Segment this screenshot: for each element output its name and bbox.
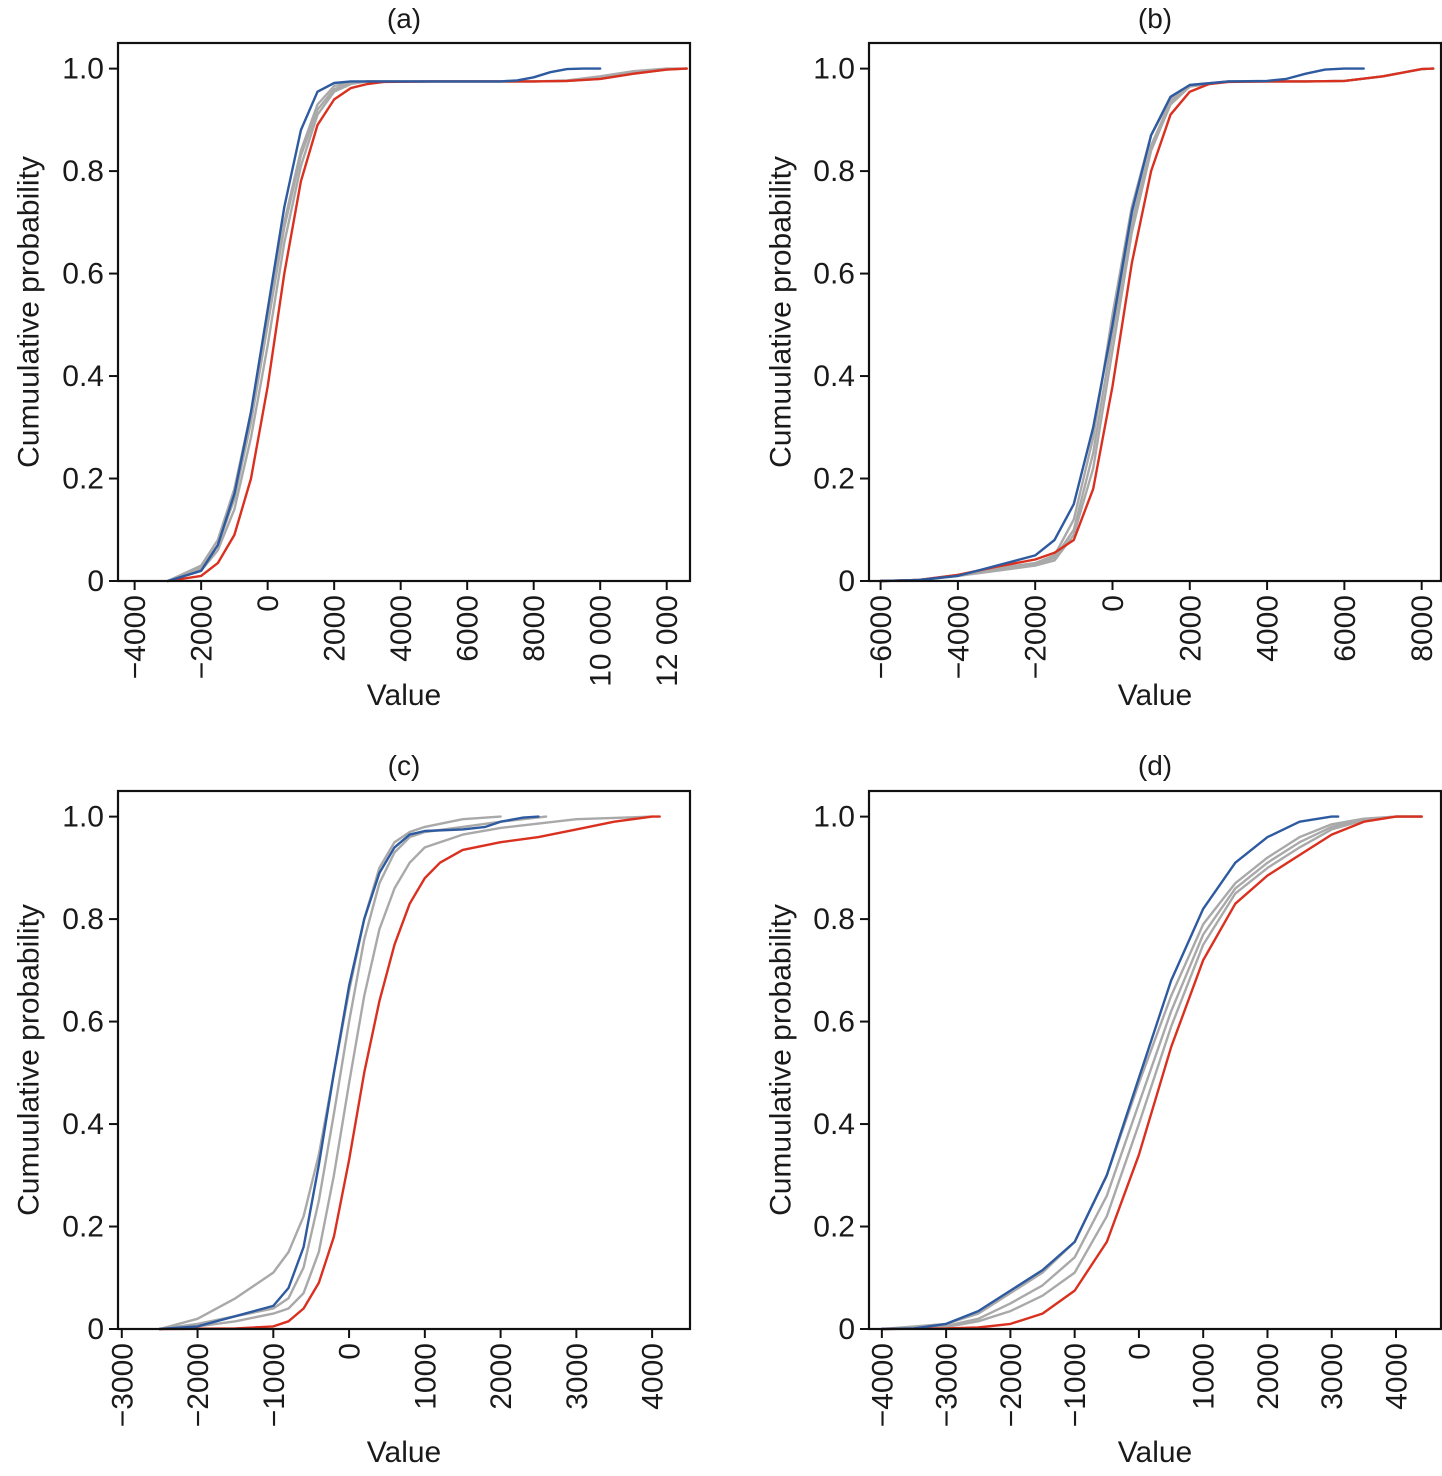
- y-axis-label: Cumuulative probability: [765, 904, 798, 1216]
- y-tick-label: 0: [87, 565, 104, 598]
- x-tick-label: 4000: [1381, 1343, 1414, 1410]
- series-line-gray-3: [879, 67, 1435, 583]
- series-line-gray-2: [166, 67, 688, 583]
- series-line-blue: [880, 815, 1340, 1331]
- x-tick-label: 2000: [1252, 1343, 1285, 1410]
- series-line-gray-2: [880, 815, 1423, 1331]
- x-tick-label: −1000: [1059, 1343, 1092, 1427]
- series-line-gray-1: [879, 67, 1435, 583]
- x-tick-label: 0: [252, 595, 285, 612]
- x-tick-label: 4000: [637, 1343, 670, 1410]
- y-tick-label: 0.6: [813, 1006, 855, 1039]
- x-tick-label: 4000: [1252, 595, 1285, 662]
- x-tick-label: −2000: [186, 595, 219, 679]
- y-tick-label: 0: [838, 1313, 855, 1346]
- y-tick-label: 0.8: [813, 903, 855, 936]
- series-line-gray-2: [158, 815, 548, 1331]
- panel-title: (d): [1138, 750, 1172, 781]
- y-tick-label: 0.8: [62, 903, 104, 936]
- x-tick-label: −2000: [182, 1343, 215, 1427]
- y-tick-label: 0.2: [813, 1211, 855, 1244]
- y-tick-label: 0.8: [813, 155, 855, 188]
- y-axis-label: Cumuulative probability: [13, 904, 46, 1216]
- series-line-gray-3: [158, 815, 654, 1331]
- x-tick-label: 2000: [485, 1343, 518, 1410]
- x-tick-label: 8000: [1406, 595, 1439, 662]
- y-axis-label: Cumuulative probability: [765, 156, 798, 468]
- panel-d: (d) 0 0.2 0.4 0.6 0.8 1.0 −4000 −3000 −2000 −1000 0…: [765, 750, 1442, 1469]
- panel-a: (a) 0 0.2 0.4 0.6 0.8 1.0 −4000 −2000 0 2000 4000 60…: [13, 3, 692, 712]
- series-line-blue: [158, 815, 540, 1331]
- x-tick-label: −2000: [1020, 595, 1053, 679]
- x-tick-label: −4000: [119, 595, 152, 679]
- plot-frame: [116, 789, 692, 1331]
- series-line-gray-3: [166, 67, 688, 583]
- x-axis-label: Value: [1118, 679, 1193, 712]
- y-tick-label: 0.4: [813, 1108, 855, 1141]
- series-line-red: [879, 67, 1435, 583]
- series-line-gray-3: [880, 815, 1423, 1331]
- series-line-gray-1: [166, 67, 688, 583]
- panel-title: (a): [387, 3, 421, 34]
- series-line-blue: [166, 67, 602, 583]
- y-tick-label: 0.4: [62, 1108, 104, 1141]
- x-tick-label: 10 000: [585, 595, 618, 687]
- y-tick-label: 0: [87, 1313, 104, 1346]
- x-tick-label: 1000: [1188, 1343, 1221, 1410]
- x-tick-label: −3000: [106, 1343, 139, 1427]
- x-tick-label: 3000: [561, 1343, 594, 1410]
- x-tick-label: 12 000: [651, 595, 684, 687]
- x-tick-label: 1000: [409, 1343, 442, 1410]
- x-tick-label: −4000: [942, 595, 975, 679]
- series-line-blue: [879, 67, 1365, 583]
- y-tick-label: 1.0: [62, 801, 104, 834]
- x-axis-label: Value: [367, 679, 442, 712]
- x-tick-label: −2000: [995, 1343, 1028, 1427]
- panel-title: (b): [1138, 3, 1172, 34]
- y-tick-label: 1.0: [62, 53, 104, 86]
- x-tick-label: 6000: [1329, 595, 1362, 662]
- series-line-red: [158, 815, 661, 1331]
- panel-b: (b) 0 0.2 0.4 0.6 0.8 1.0 −6000 −4000 −2000 0 2000 4…: [765, 3, 1442, 712]
- x-tick-label: 2000: [319, 595, 352, 662]
- x-tick-label: 0: [334, 1343, 367, 1360]
- panel-title: (c): [388, 750, 421, 781]
- series-line-gray-1: [158, 815, 502, 1331]
- panel-c: (c) 0 0.2 0.4 0.6 0.8 1.0 −3000 −2000 −1000 0 1000 2…: [13, 750, 692, 1469]
- plot-frame: [116, 41, 692, 583]
- y-tick-label: 0.2: [62, 463, 104, 496]
- x-tick-label: 0: [1123, 1343, 1156, 1360]
- series-line-red: [166, 67, 688, 583]
- y-tick-label: 0.2: [813, 463, 855, 496]
- x-axis-label: Value: [367, 1436, 442, 1469]
- y-tick-label: 0.4: [62, 360, 104, 393]
- series-line-red: [880, 815, 1423, 1331]
- y-tick-label: 0.2: [62, 1211, 104, 1244]
- y-tick-label: 0.4: [813, 360, 855, 393]
- x-tick-label: 8000: [518, 595, 551, 662]
- x-tick-label: −3000: [931, 1343, 964, 1427]
- y-tick-label: 1.0: [813, 801, 855, 834]
- y-tick-label: 0.8: [62, 155, 104, 188]
- y-tick-label: 0.6: [62, 258, 104, 291]
- series-line-gray-2: [879, 67, 1435, 583]
- x-tick-label: 6000: [452, 595, 485, 662]
- x-tick-label: 2000: [1174, 595, 1207, 662]
- x-tick-label: 3000: [1316, 1343, 1349, 1410]
- x-axis-label: Value: [1118, 1436, 1193, 1469]
- plot-frame: [867, 41, 1442, 583]
- y-tick-label: 1.0: [813, 53, 855, 86]
- x-tick-label: −4000: [866, 1343, 899, 1427]
- plot-frame: [867, 789, 1442, 1331]
- series-line-gray-1: [880, 815, 1423, 1331]
- x-tick-label: 4000: [385, 595, 418, 662]
- x-tick-label: −1000: [258, 1343, 291, 1427]
- y-tick-label: 0.6: [62, 1006, 104, 1039]
- x-tick-label: −6000: [865, 595, 898, 679]
- y-tick-label: 0.6: [813, 258, 855, 291]
- x-tick-label: 0: [1097, 595, 1130, 612]
- y-tick-label: 0: [838, 565, 855, 598]
- y-axis-label: Cumuulative probability: [13, 156, 46, 468]
